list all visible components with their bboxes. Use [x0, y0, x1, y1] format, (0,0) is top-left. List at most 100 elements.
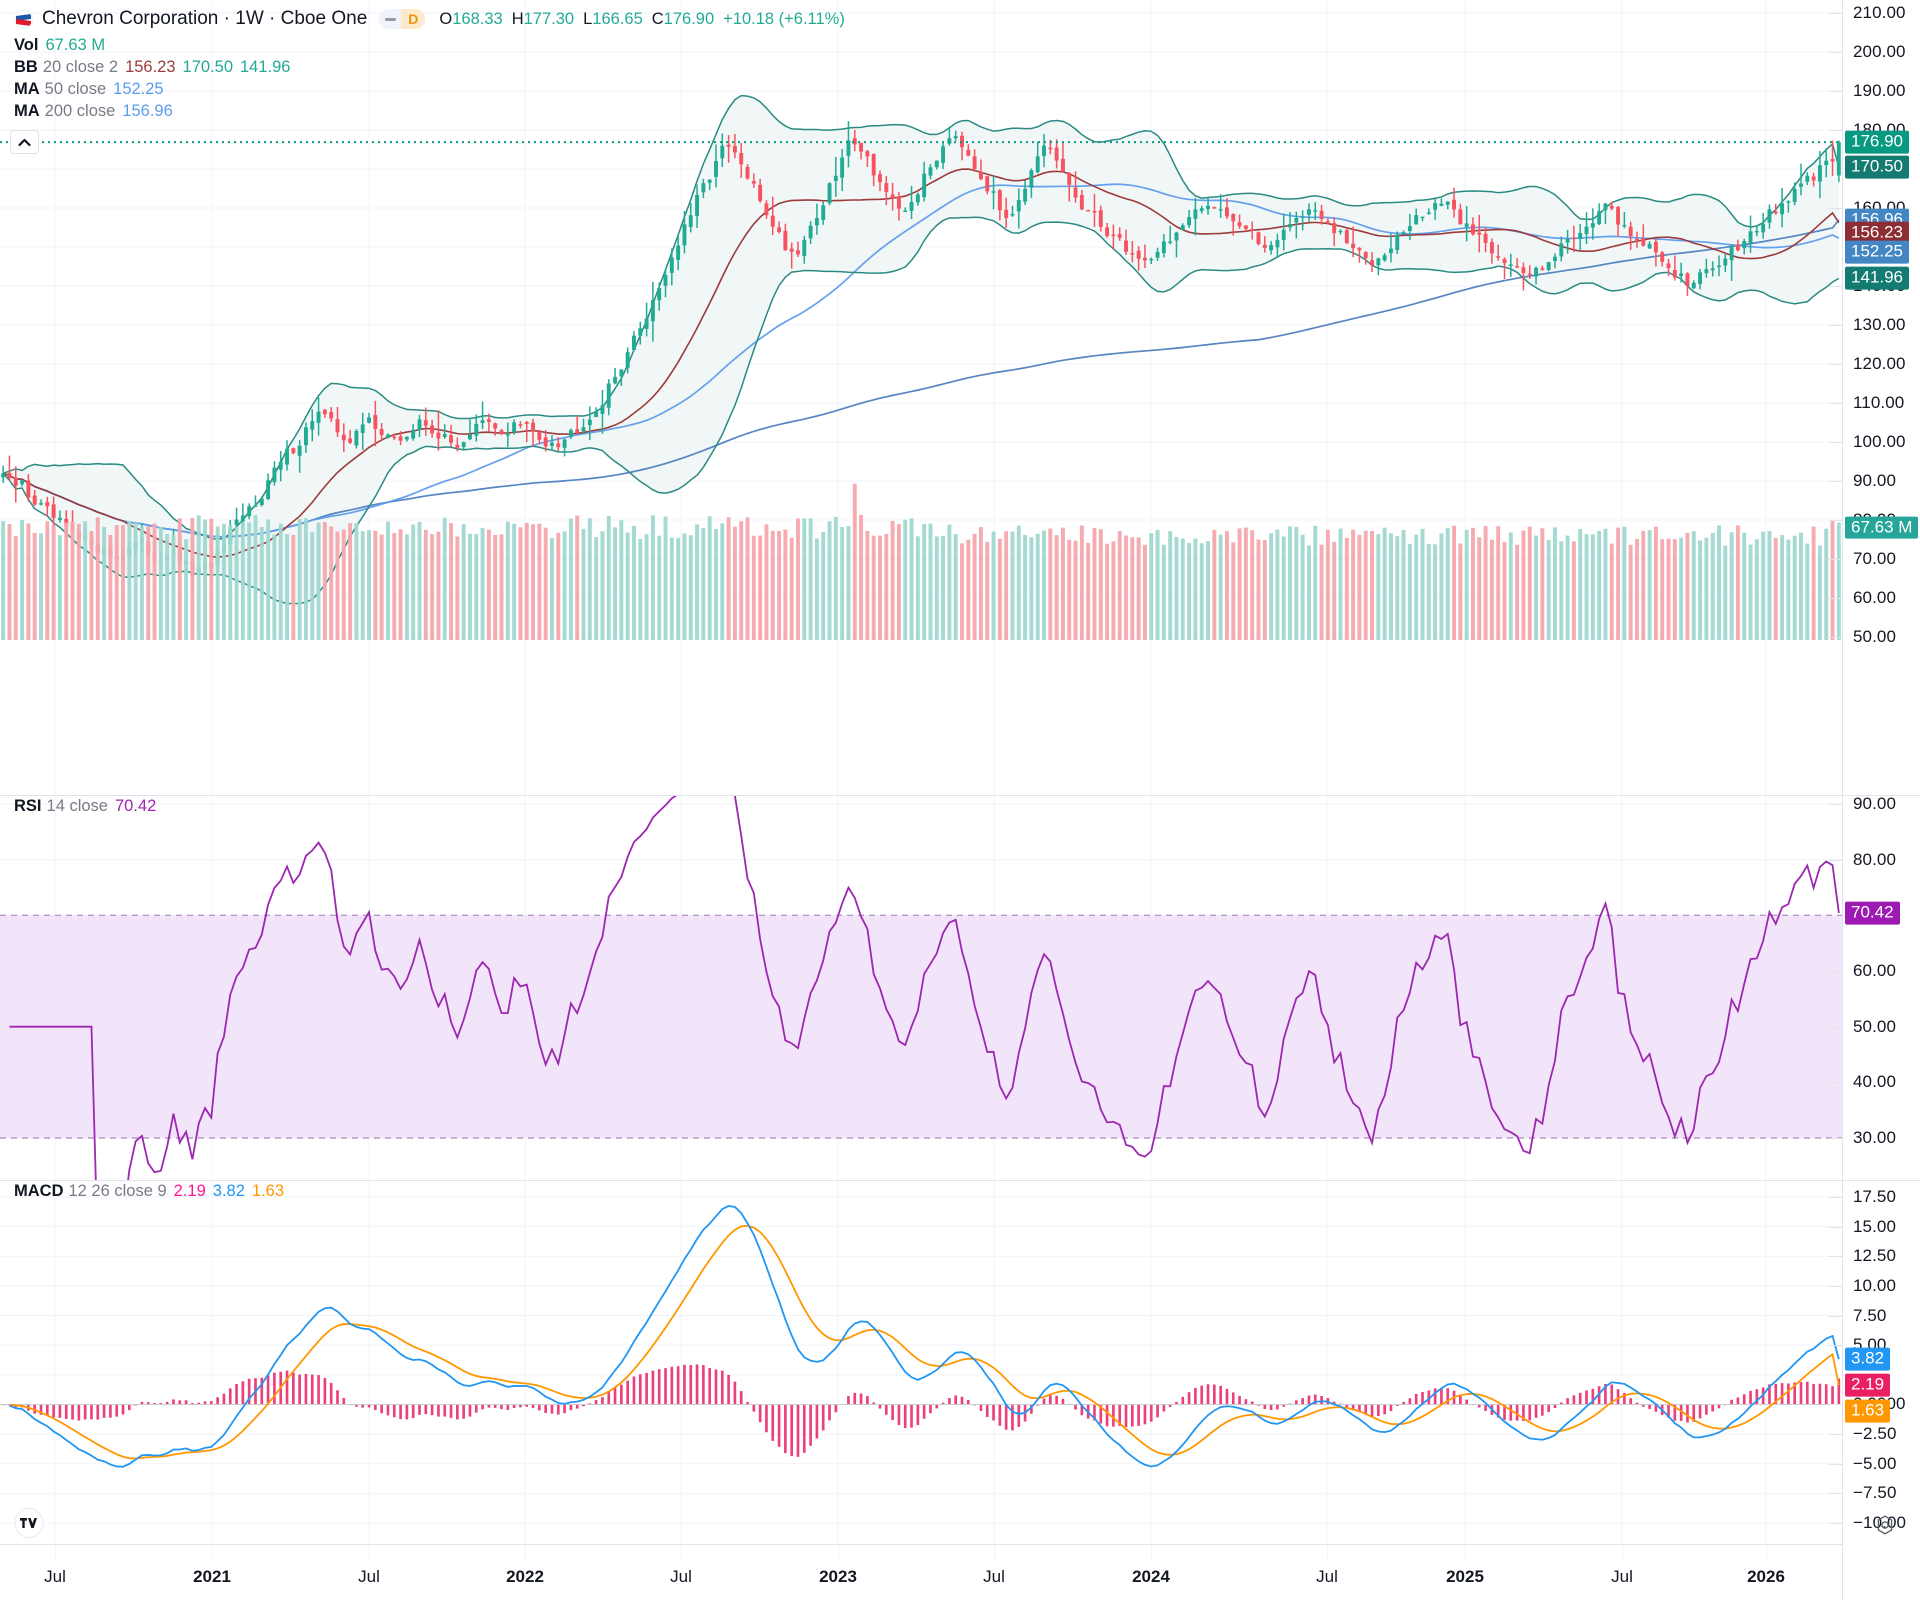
minimize-icon[interactable]: [379, 9, 402, 29]
bb-lower-badge[interactable]: 141.96: [1845, 266, 1909, 290]
bb-upper-badge[interactable]: 170.50: [1845, 155, 1909, 179]
time-gridline: [838, 1545, 839, 1559]
volume-badge[interactable]: 67.63 M: [1845, 516, 1919, 539]
interval-badge[interactable]: D: [379, 9, 426, 29]
time-tick-2024-7: 2024: [1132, 1567, 1170, 1586]
macd-legend-params: 12 26 close 9: [68, 1182, 167, 1200]
time-gridline: [369, 1545, 370, 1559]
axis-tick-dash: [1829, 859, 1843, 861]
ma50-legend-params: 50 close: [44, 80, 107, 98]
pane-divider-rsi[interactable]: [0, 795, 1920, 796]
gear-icon: [1877, 1515, 1893, 1535]
axis-tick-dash: [1829, 1226, 1843, 1228]
time-tick-jul-10: Jul: [1611, 1567, 1633, 1586]
time-gridline: [1622, 1545, 1623, 1559]
time-gridline: [1766, 1545, 1767, 1559]
macd-signal-value: 3.82: [212, 1182, 245, 1200]
bb-upper-value: 170.50: [182, 58, 233, 76]
price-scale[interactable]: 210.00200.00190.00180.00160.00140.00130.…: [1829, 0, 1920, 1600]
rsi-legend-params: 14 close: [46, 797, 108, 815]
axis-tick-dash: [1829, 442, 1843, 443]
change-value: +10.18 (+6.11%): [723, 10, 845, 28]
axis-tick-dash: [1829, 1197, 1843, 1198]
rsi-pane[interactable]: [0, 796, 1842, 1180]
ma200-legend-value: 156.96: [122, 102, 173, 120]
bb-legend[interactable]: BB 20 close 2 156.23 170.50 141.96: [14, 56, 845, 78]
rsi-tick-90-00: 90.00: [1853, 794, 1897, 813]
price-tick-100-00: 100.00: [1853, 432, 1906, 451]
macd-tick-_2_50: −2.50: [1853, 1424, 1897, 1444]
time-tick-jul-2: Jul: [358, 1567, 380, 1586]
price-pane[interactable]: [0, 0, 1842, 795]
macd-tick-7_50: 7.50: [1853, 1305, 1887, 1325]
chevron-up-icon: [18, 138, 31, 146]
axis-tick-dash: [1829, 1285, 1843, 1287]
price-tick-130-00: 130.00: [1853, 315, 1906, 334]
ma50-legend-name: MA: [14, 80, 40, 98]
axis-tick-dash: [1829, 1434, 1843, 1436]
macd-line-badge[interactable]: 1.63: [1845, 1399, 1891, 1423]
time-gridline: [212, 1545, 213, 1559]
scale-separator: [1843, 1180, 1920, 1181]
price-tick-200-00: 200.00: [1853, 42, 1906, 61]
chart-settings-button[interactable]: [1872, 1512, 1898, 1538]
ma50-legend[interactable]: MA 50 close 152.25: [14, 78, 845, 100]
macd-hist-badge[interactable]: 2.19: [1845, 1373, 1891, 1397]
time-tick-jul-6: Jul: [983, 1567, 1005, 1586]
tradingview-logo[interactable]: [13, 1507, 44, 1538]
price-chart-canvas: [0, 0, 1842, 795]
ma200-legend-params: 200 close: [44, 102, 116, 120]
axis-tick-dash: [1829, 520, 1843, 521]
collapse-legend-button[interactable]: [10, 130, 39, 154]
last-price-badge[interactable]: 176.90: [1845, 130, 1909, 154]
axis-tick-dash: [1829, 481, 1843, 482]
ma200-legend[interactable]: MA 200 close 156.96: [14, 100, 845, 122]
axis-tick-dash: [1829, 208, 1843, 209]
macd-legend[interactable]: MACD 12 26 close 9 2.19 3.82 1.63: [14, 1180, 284, 1202]
volume-legend[interactable]: Vol 67.63 M: [14, 34, 845, 56]
axis-tick-dash: [1829, 403, 1843, 404]
axis-tick-dash: [1829, 13, 1843, 14]
macd-tick-_10_00: −10.00: [1853, 1513, 1907, 1532]
axis-tick-dash: [1829, 971, 1843, 972]
low-value: 166.65: [592, 10, 643, 28]
axis-tick-dash: [1829, 52, 1843, 53]
bb-basis-value: 156.23: [125, 58, 176, 76]
time-tick-2025-9: 2025: [1446, 1567, 1484, 1586]
time-gridline: [1151, 1545, 1152, 1559]
axis-tick-dash: [1829, 91, 1843, 92]
macd-signal-badge[interactable]: 3.82: [1845, 1347, 1891, 1371]
symbol-title[interactable]: Chevron Corporation · 1W · Cboe One: [42, 8, 368, 29]
rsi-legend[interactable]: RSI 14 close 70.42: [14, 795, 156, 817]
macd-pane[interactable]: [0, 1181, 1842, 1544]
axis-tick-dash: [1829, 1493, 1843, 1495]
axis-tick-dash: [1829, 1404, 1843, 1406]
axis-tick-dash: [1829, 325, 1843, 326]
axis-tick-dash: [1829, 130, 1843, 131]
scale-separator: [1843, 795, 1920, 796]
time-scale[interactable]: Jul 2021 Jul 2022 Jul 2023 Jul 2024 Jul 2025 Jul 20…: [0, 1544, 1842, 1600]
pane-divider-macd[interactable]: [0, 1180, 1920, 1181]
ma50-badge[interactable]: 152.25: [1845, 240, 1909, 264]
bb-basis-badge[interactable]: 156.23: [1845, 221, 1909, 245]
price-tick-60-00: 60.00: [1853, 588, 1897, 607]
axis-tick-dash: [1829, 1315, 1843, 1317]
axis-tick-dash: [1829, 1345, 1843, 1347]
chevron-logo-icon: [14, 9, 33, 29]
rsi-value-badge[interactable]: 70.42: [1845, 901, 1900, 925]
axis-tick-dash: [1829, 286, 1843, 287]
time-gridline: [55, 1545, 56, 1559]
axis-tick-dash: [1829, 1138, 1843, 1139]
volume-legend-name: Vol: [14, 36, 39, 54]
low-label: L: [583, 10, 593, 28]
price-tick-70-00: 70.00: [1853, 549, 1897, 568]
axis-tick-dash: [1829, 559, 1843, 560]
rsi-tick-60-00: 60.00: [1853, 961, 1897, 980]
axis-tick-dash: [1829, 1256, 1843, 1258]
rsi-tick-40-00: 40.00: [1853, 1072, 1897, 1092]
price-tick-110-00: 110.00: [1853, 393, 1905, 412]
macd-hist-value: 2.19: [173, 1182, 206, 1200]
time-gridline: [525, 1545, 526, 1559]
price-tick-50-00: 50.00: [1853, 627, 1897, 646]
